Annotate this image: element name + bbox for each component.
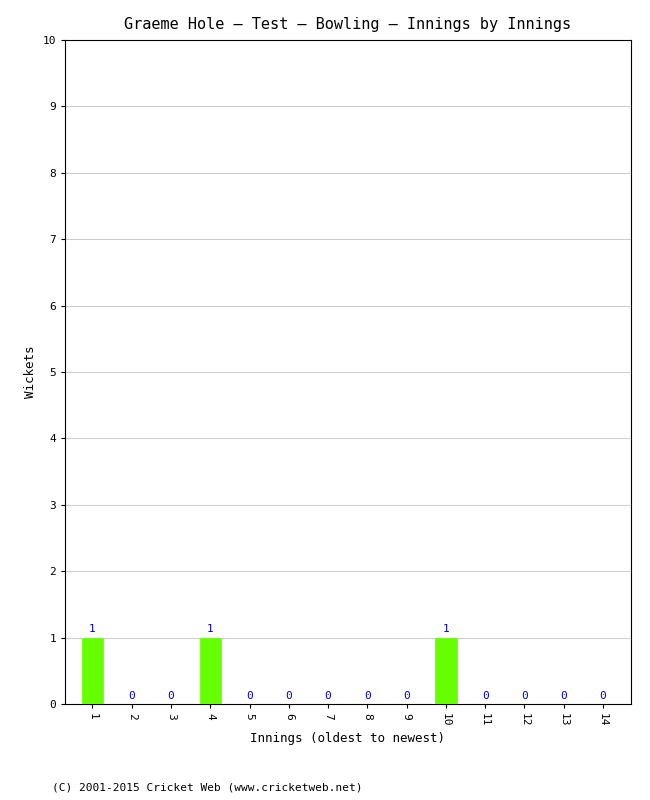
Bar bbox=[435, 638, 457, 704]
Text: 0: 0 bbox=[600, 691, 606, 702]
X-axis label: Innings (oldest to newest): Innings (oldest to newest) bbox=[250, 732, 445, 745]
Text: 0: 0 bbox=[325, 691, 332, 702]
Text: 0: 0 bbox=[168, 691, 174, 702]
Text: 0: 0 bbox=[482, 691, 489, 702]
Text: 1: 1 bbox=[89, 624, 96, 634]
Bar bbox=[82, 638, 103, 704]
Text: 0: 0 bbox=[560, 691, 567, 702]
Text: 0: 0 bbox=[129, 691, 135, 702]
Text: 0: 0 bbox=[521, 691, 528, 702]
Text: 0: 0 bbox=[285, 691, 293, 702]
Text: 1: 1 bbox=[443, 624, 449, 634]
Text: 0: 0 bbox=[364, 691, 370, 702]
Bar bbox=[200, 638, 221, 704]
Text: (C) 2001-2015 Cricket Web (www.cricketweb.net): (C) 2001-2015 Cricket Web (www.cricketwe… bbox=[52, 782, 363, 792]
Text: 1: 1 bbox=[207, 624, 214, 634]
Title: Graeme Hole – Test – Bowling – Innings by Innings: Graeme Hole – Test – Bowling – Innings b… bbox=[124, 17, 571, 32]
Text: 0: 0 bbox=[246, 691, 253, 702]
Y-axis label: Wickets: Wickets bbox=[24, 346, 37, 398]
Text: 0: 0 bbox=[403, 691, 410, 702]
